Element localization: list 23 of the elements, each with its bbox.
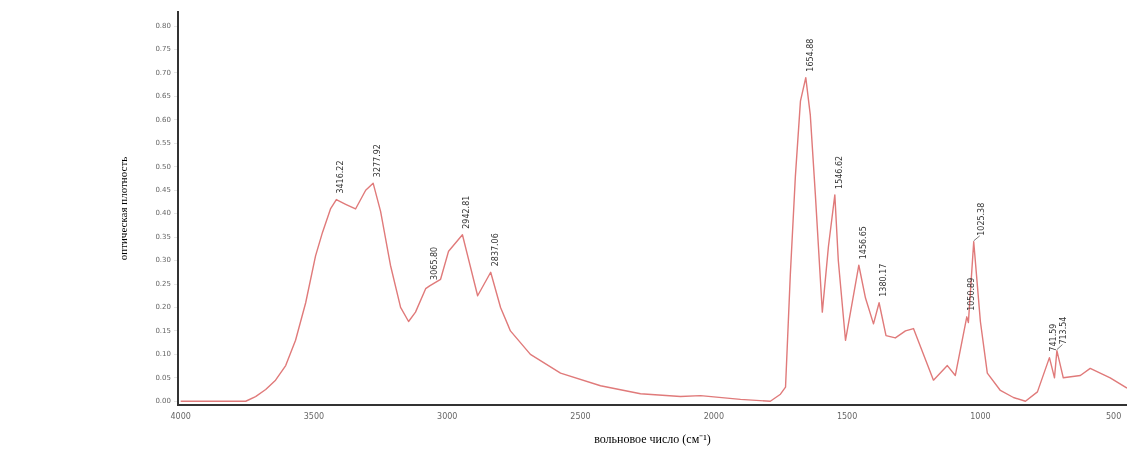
x-tick-label: 1500 bbox=[836, 411, 858, 421]
annotation: 741.59 bbox=[1049, 323, 1059, 352]
annotation: 3065.80 bbox=[429, 246, 439, 280]
x-tick-label: 500 bbox=[1106, 411, 1122, 421]
annotation: 1025.38 bbox=[976, 202, 986, 236]
annotation: 3416.22 bbox=[336, 160, 346, 194]
x-tick-label: 4000 bbox=[170, 411, 191, 421]
annotation: 2942.81 bbox=[462, 195, 472, 229]
annotation: 1380.17 bbox=[879, 263, 889, 297]
annotation: 713.54 bbox=[1059, 316, 1069, 345]
x-tick-label: 3500 bbox=[303, 411, 325, 421]
x-tick-label: 2000 bbox=[703, 411, 724, 421]
x-tick-label: 3000 bbox=[437, 411, 458, 421]
annotation: 3277.92 bbox=[373, 144, 383, 178]
annotation: 1456.65 bbox=[858, 226, 868, 260]
annotation: 2837.06 bbox=[490, 233, 500, 267]
x-tick-label: 2500 bbox=[570, 411, 591, 421]
annotation: 1546.62 bbox=[834, 155, 844, 189]
annotation: 1050.89 bbox=[966, 277, 976, 311]
y-axis-title: оптическая плотность bbox=[117, 156, 130, 261]
x-axis-title: вольновое число (см⁻¹) bbox=[594, 431, 711, 446]
x-tick-label: 1000 bbox=[970, 411, 991, 421]
annotation: 1654.88 bbox=[805, 38, 815, 72]
